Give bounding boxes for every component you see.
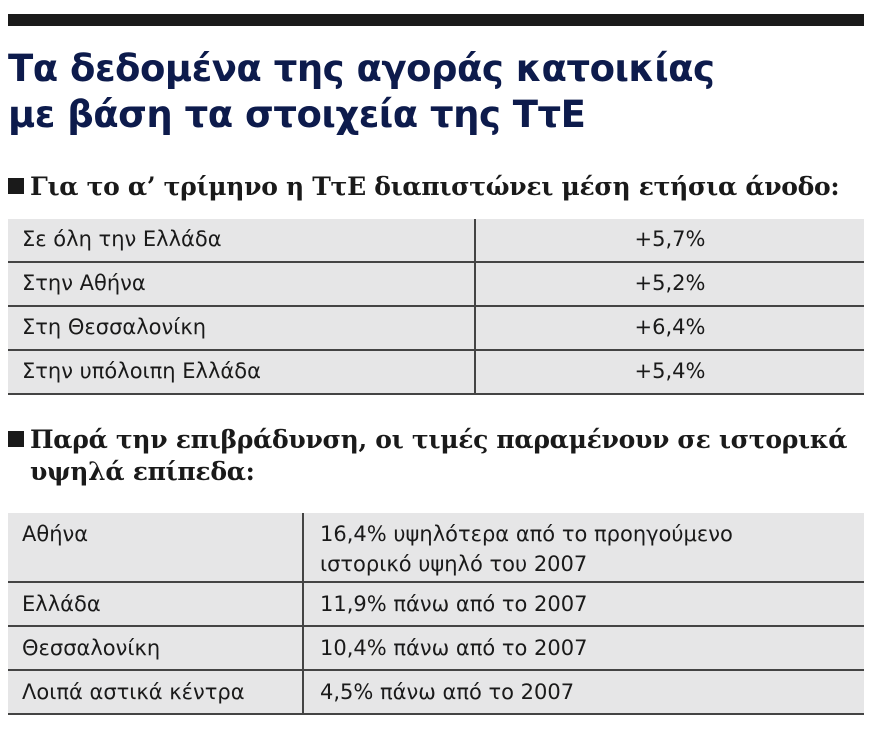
region: Στη Θεσσαλονίκη [8,306,476,351]
heading-text: υψηλά επίπεδα: [30,457,255,486]
description: 4,5% πάνω από το 2007 [303,670,864,715]
title-line: με βάση τα στοιχεία της ΤτΕ [8,93,586,136]
change: +6,4% [475,306,864,351]
description: 10,4% πάνω από το 2007 [303,626,864,671]
growth-table: Σε όλη την Ελλάδα +5,7% Στην Αθήνα +5,2% Σ… [8,219,864,395]
title-line: Τα δεδομένα της αγοράς κατοικίας [8,47,715,90]
row: Λοιπά αστικά κέντρα 4,5% πάνω από το 2007 [8,670,864,715]
row: Στην Αθήνα +5,2% [8,262,864,307]
row: Σε όλη την Ελλάδα +5,7% [8,219,864,263]
region: Στην Αθήνα [8,262,476,307]
section-heading: Παρά την επιβράδυνση, οι τιμές παραμένου… [8,424,848,488]
change: +5,7% [475,219,864,263]
row: Ελλάδα 11,9% πάνω από το 2007 [8,582,864,627]
heading-text: Για το α’ τρίμηνο η ΤτΕ διαπιστώνει μέση… [30,172,840,201]
region: Σε όλη την Ελλάδα [8,219,476,263]
description-text: 11,9% πάνω από το 2007 [320,592,588,616]
levels-table: Αθήνα 16,4% υψηλότερα από το προηγούμενο … [8,513,864,715]
region: Στην υπόλοιπη Ελλάδα [8,350,476,395]
region: Θεσσαλονίκη [8,626,304,671]
section-heading: Για το α’ τρίμηνο η ΤτΕ διαπιστώνει μέση… [8,171,840,203]
change: +5,2% [475,262,864,307]
heading-text: Παρά την επιβράδυνση, οι τιμές παραμένου… [30,425,848,454]
description-text: 4,5% πάνω από το 2007 [320,680,575,704]
region: Λοιπά αστικά κέντρα [8,670,304,715]
description-text: 10,4% πάνω από το 2007 [320,636,588,660]
change: +5,4% [475,350,864,395]
title: Τα δεδομένα της αγοράς κατοικίας με βάση… [8,46,715,138]
region: Αθήνα [8,513,304,583]
row: Στη Θεσσαλονίκη +6,4% [8,306,864,351]
region: Ελλάδα [8,582,304,627]
row: Αθήνα 16,4% υψηλότερα από το προηγούμενο … [8,513,864,583]
top-bar [8,14,864,26]
description: 11,9% πάνω από το 2007 [303,582,864,627]
description: 16,4% υψηλότερα από το προηγούμενο ιστορ… [303,513,864,583]
row: Στην υπόλοιπη Ελλάδα +5,4% [8,350,864,395]
row: Θεσσαλονίκη 10,4% πάνω από το 2007 [8,626,864,671]
description-text: 16,4% υψηλότερα από το προηγούμενο ιστορ… [320,522,733,576]
